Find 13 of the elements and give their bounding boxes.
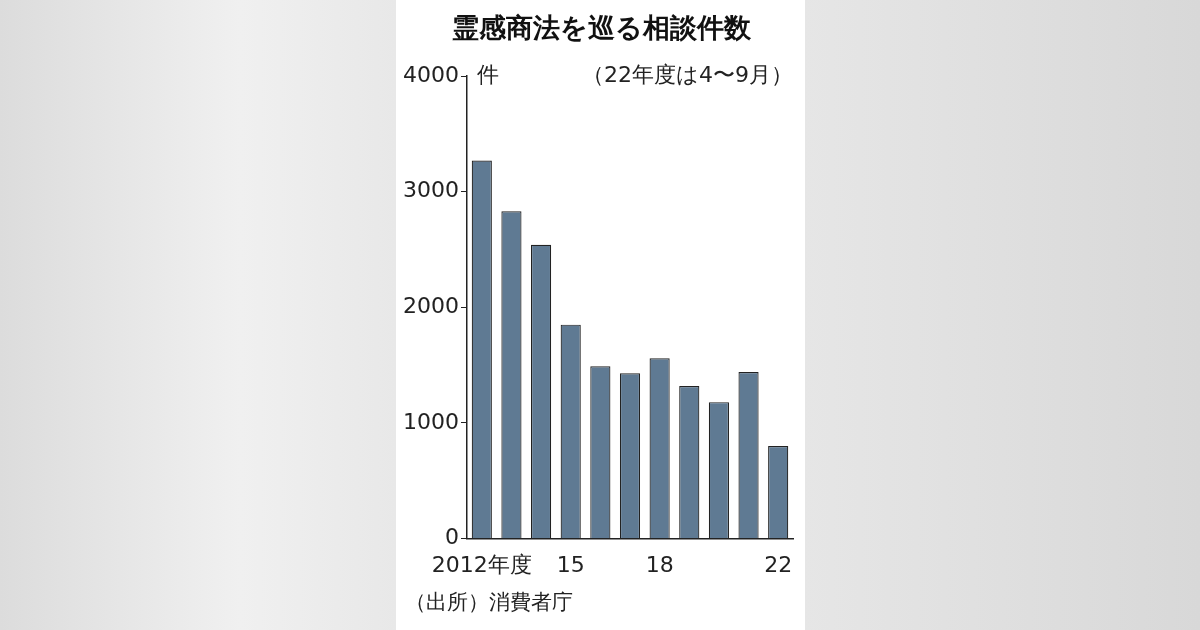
y-tick-label: 1000 bbox=[402, 408, 459, 434]
y-tick-label: 4000 bbox=[402, 61, 459, 87]
chart-title: 霊感商法を巡る相談件数 bbox=[450, 11, 752, 45]
chart-subtitle: （22年度は4〜9月） bbox=[582, 61, 793, 87]
y-tick-label: 3000 bbox=[402, 177, 459, 203]
x-tick-label: 15 bbox=[556, 551, 585, 577]
y-tick-label: 2000 bbox=[402, 293, 459, 319]
x-tick-label: 2012年度 bbox=[431, 551, 532, 577]
y-tick-label: 0 bbox=[444, 524, 459, 550]
text: （出所）消費者庁 bbox=[405, 589, 573, 616]
y-axis-title: 件 bbox=[476, 61, 499, 87]
x-tick-label: 22 bbox=[764, 551, 793, 577]
x-tick-label: 18 bbox=[645, 551, 674, 577]
